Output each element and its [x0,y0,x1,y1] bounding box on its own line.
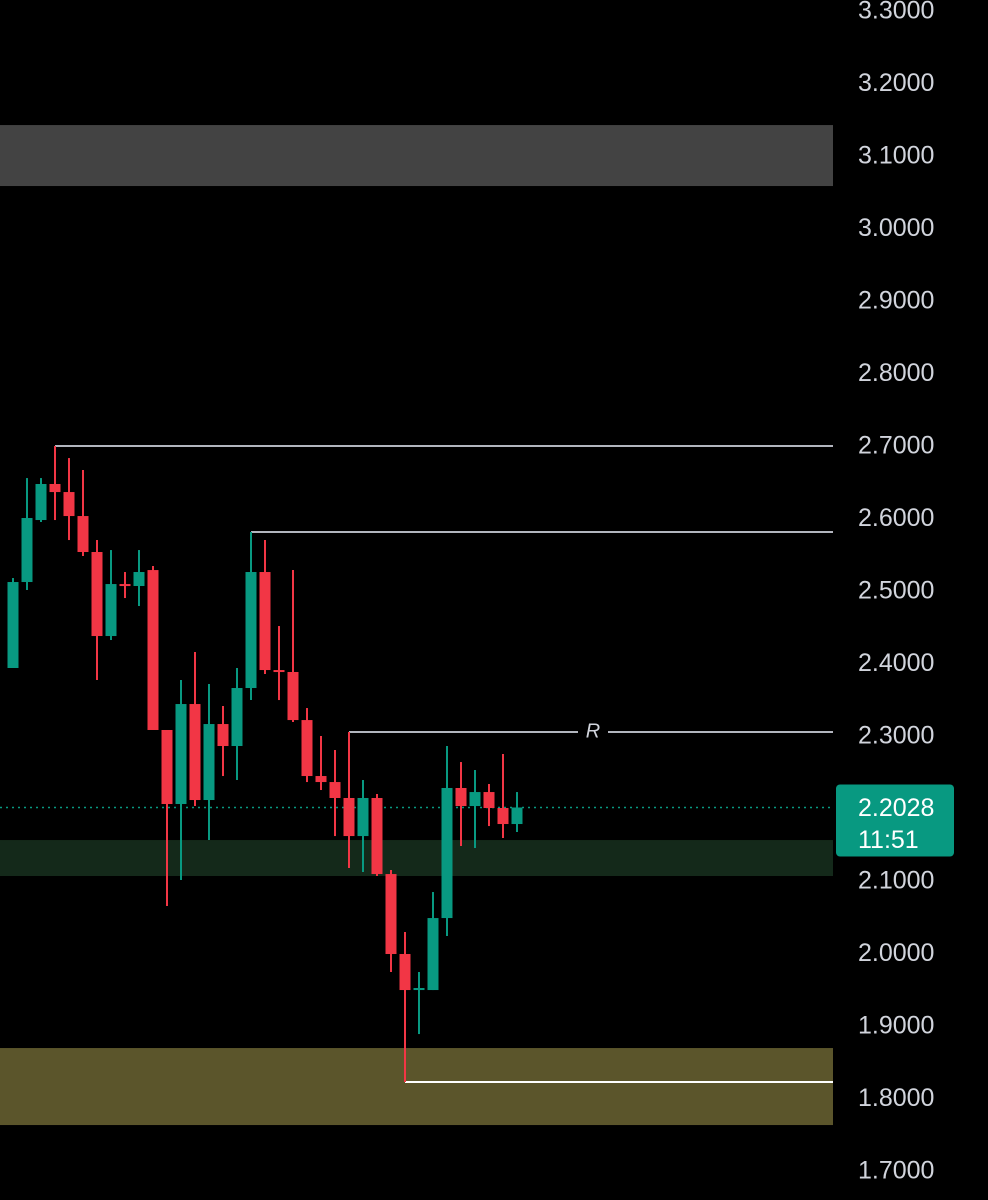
candle-body [385,874,397,955]
y-tick-label: 2.6000 [858,504,934,532]
candle-body [329,782,341,798]
candle-body [35,484,47,521]
level-label: R [586,720,600,742]
candle-body [231,688,243,747]
countdown-label: 11:51 [858,826,919,854]
candle-body [203,724,215,801]
zone [0,840,833,877]
y-tick-label: 2.5000 [858,577,934,605]
candle-body [301,720,313,777]
y-tick-label: 2.4000 [858,649,934,677]
candle-body [147,570,159,730]
candle-body [161,729,173,805]
candle-body [371,797,383,875]
candle-body [497,807,509,825]
candle-body [511,807,523,825]
y-tick-label: 2.1000 [858,867,934,895]
y-tick-label: 1.8000 [858,1084,934,1112]
candle-body [399,954,411,991]
candle-body [357,797,369,837]
candle-body [483,792,495,808]
y-tick-label: 2.3000 [858,722,934,750]
y-tick-label: 1.7000 [858,1157,934,1185]
candle-body [427,918,439,991]
y-tick-label: 3.3000 [858,0,934,25]
price-label-box [836,784,954,857]
candle-body [287,671,299,721]
price-label: 2.2028 [858,794,934,822]
candle-body [49,484,61,493]
candle-body [133,572,145,587]
y-tick-label: 3.2000 [858,69,934,97]
zone [0,1048,833,1126]
candle-body [315,776,327,783]
candle-body [189,704,201,801]
candle-body [77,516,89,553]
y-tick-label: 2.0000 [858,939,934,967]
candle-body [455,787,467,807]
candle-body [259,572,271,671]
zone [0,125,833,187]
candle-body [21,518,33,583]
y-tick-label: 2.9000 [858,287,934,315]
y-tick-label: 3.1000 [858,142,934,170]
y-tick-label: 2.8000 [858,359,934,387]
candle-body [105,584,117,637]
candle-body [7,582,19,669]
candle-body [441,787,453,919]
candle-body [273,670,285,673]
candle-body [91,552,103,637]
y-tick-label: 3.0000 [858,214,934,242]
y-tick-label: 2.7000 [858,432,934,460]
candle-body [63,492,75,517]
candle-body [217,724,229,747]
candle-body [245,572,257,689]
candle-body [119,584,131,587]
candle-body [343,797,355,837]
y-tick-label: 1.9000 [858,1012,934,1040]
candle-body [175,704,187,805]
level-label-bg [578,720,608,745]
candle-body [469,792,481,807]
candle-body [413,988,425,991]
